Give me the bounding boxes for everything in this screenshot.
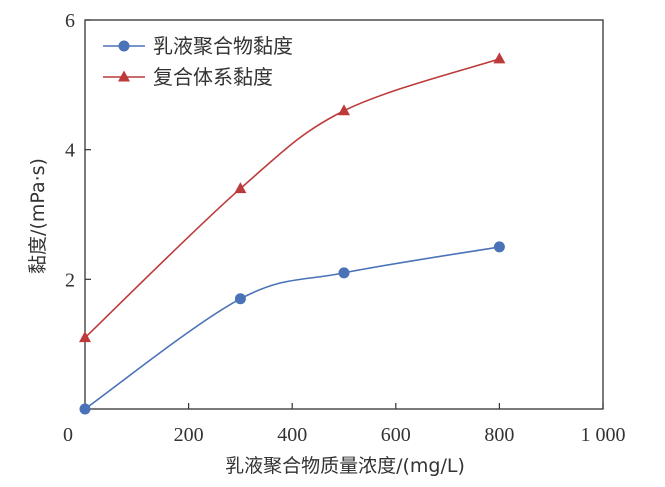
legend-label: 乳液聚合物黏度 — [153, 34, 293, 58]
x-tick-label: 0 — [63, 424, 73, 446]
data-point — [338, 267, 350, 279]
data-point — [79, 331, 91, 343]
series-2 — [79, 52, 506, 343]
legend-entry: 复合体系黏度 — [103, 65, 273, 89]
legend-marker — [118, 70, 130, 82]
y-tick-label: 4 — [65, 140, 75, 162]
y-tick-label: 6 — [65, 10, 75, 32]
x-tick-label: 800 — [484, 424, 514, 446]
x-axis-title: 乳液聚合物质量浓度/(mg/L) — [225, 455, 465, 477]
y-tick-label: 2 — [65, 269, 75, 291]
series-1 — [79, 241, 505, 415]
series-line — [84, 246, 500, 410]
data-point — [234, 182, 247, 194]
x-tick-label: 600 — [381, 424, 411, 446]
series-line — [84, 58, 500, 339]
x-tick-label: 200 — [174, 424, 204, 446]
x-tick-label: 1 000 — [581, 424, 626, 446]
legend-label: 复合体系黏度 — [153, 65, 273, 89]
plot-frame — [84, 19, 604, 410]
data-point — [79, 403, 91, 415]
y-axis-title: 黏度/(mPa·s) — [27, 158, 49, 274]
data-point — [493, 241, 505, 253]
data-point — [338, 104, 350, 116]
legend-entry: 乳液聚合物黏度 — [103, 34, 293, 58]
data-point — [234, 293, 246, 305]
x-tick-label: 400 — [277, 424, 307, 446]
data-point — [493, 52, 506, 64]
legend-marker — [118, 40, 130, 52]
